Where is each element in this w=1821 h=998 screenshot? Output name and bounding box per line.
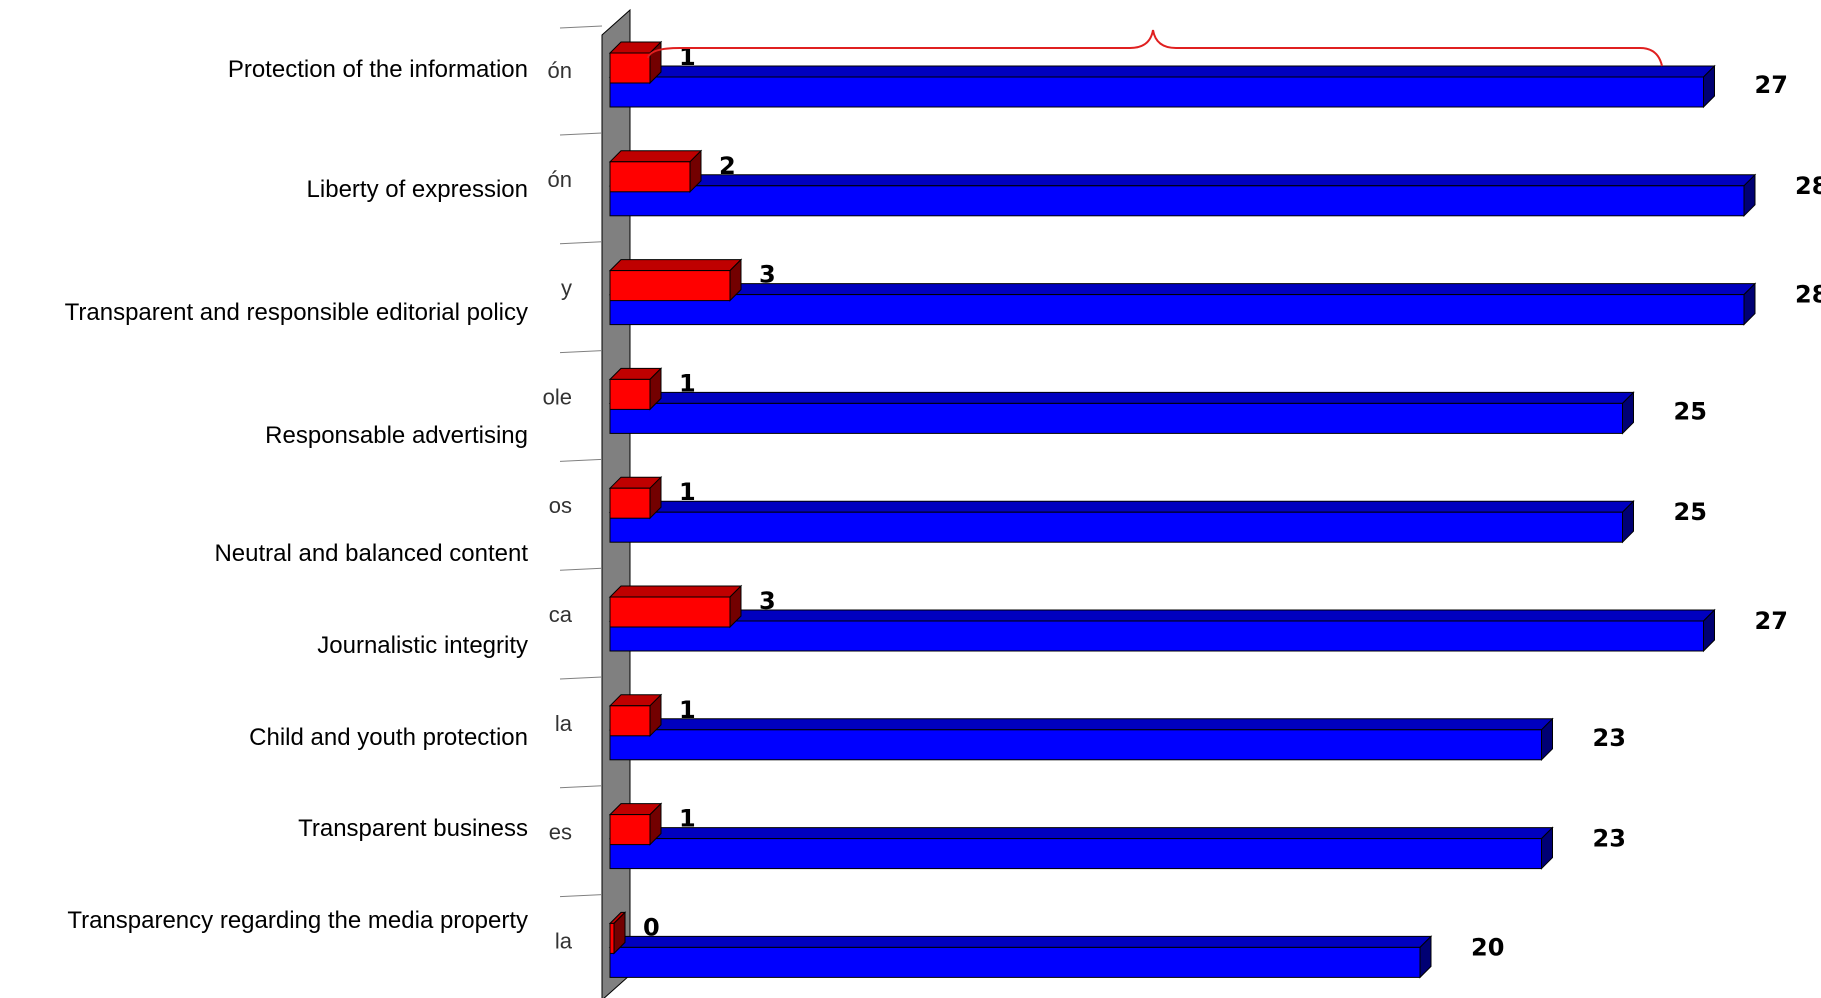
axis-tick [559,894,603,898]
axis-tick [559,676,603,680]
axis-tick [559,241,603,245]
underlying-label: la [555,928,573,953]
category-label: Transparent and responsible editorial po… [65,299,528,326]
axis-tick [559,25,603,29]
data-label-red: 1 [679,369,696,397]
axis-tick [559,458,603,462]
category-label: Liberty of expression [307,176,528,203]
underlying-label: es [549,820,572,845]
bar-blue-2 [608,282,1757,326]
data-label-red: 1 [679,478,696,506]
category-label: Journalistic integrity [317,632,528,659]
data-label-red: 1 [679,696,696,724]
data-label-red: 2 [719,152,736,180]
bar-red-3 [608,367,663,411]
data-label-blue: 27 [1755,607,1788,635]
underlying-label: ole [543,384,572,409]
bar-red-5 [608,584,743,629]
underlying-label: ca [549,602,573,627]
category-label: Protection of the information [228,56,528,83]
data-label-blue: 23 [1593,724,1626,752]
data-label-blue: 25 [1674,498,1707,526]
category-label: Transparency regarding the media propert… [67,907,528,934]
data-label-red: 3 [759,587,776,615]
category-label: Child and youth protection [249,724,528,751]
bar-blue-1 [608,173,1757,218]
annotation-brace [647,29,1663,67]
underlying-label: os [549,493,572,518]
data-label-red: 3 [759,261,776,289]
data-label-blue: 27 [1755,71,1788,99]
axis-tick [559,785,603,789]
category-label: Responsable advertising [265,422,528,449]
bar-blue-6 [608,717,1554,762]
axis-ticks [559,25,603,898]
bar-red-0 [608,40,663,85]
bar-red-2 [608,258,743,302]
bar-series [608,40,1757,979]
data-labels: 1 27 2 28 3 28 1 25 1 25 3 27 1 23 1 23 0 20 [643,43,1821,961]
category-labels: Protection of the information Liberty of … [65,56,529,934]
data-label-blue: 25 [1674,397,1707,425]
axis-tick [559,350,603,354]
bar-blue-8 [608,935,1433,979]
category-label: Neutral and balanced content [214,540,528,567]
data-label-blue: 23 [1593,825,1626,853]
bar-blue-5 [608,608,1716,653]
axis-tick [559,567,603,571]
data-label-red: 1 [679,43,696,71]
bar-red-4 [608,475,663,520]
data-label-blue: 28 [1795,172,1821,200]
bar-blue-7 [608,826,1554,870]
data-label-red: 1 [679,805,696,833]
bar-red-6 [608,693,663,738]
bar-red-7 [608,802,663,846]
data-label-blue: 28 [1795,281,1821,309]
underlying-label: y [561,276,572,301]
data-label-blue: 20 [1471,933,1504,961]
bar-blue-0 [608,64,1716,109]
underlying-axis-labels: ón ón y ole os ca la es la [543,58,573,953]
bar-red-8 [608,911,627,955]
bar-blue-3 [608,391,1635,435]
underlying-label: la [555,711,573,736]
underlying-label: ón [548,58,572,83]
bar-red-1 [608,149,703,194]
underlying-label: ón [548,167,572,192]
bar-blue-4 [608,499,1635,544]
data-label-red: 0 [643,913,660,941]
axis-tick [559,132,603,136]
category-label: Transparent business [298,815,528,842]
